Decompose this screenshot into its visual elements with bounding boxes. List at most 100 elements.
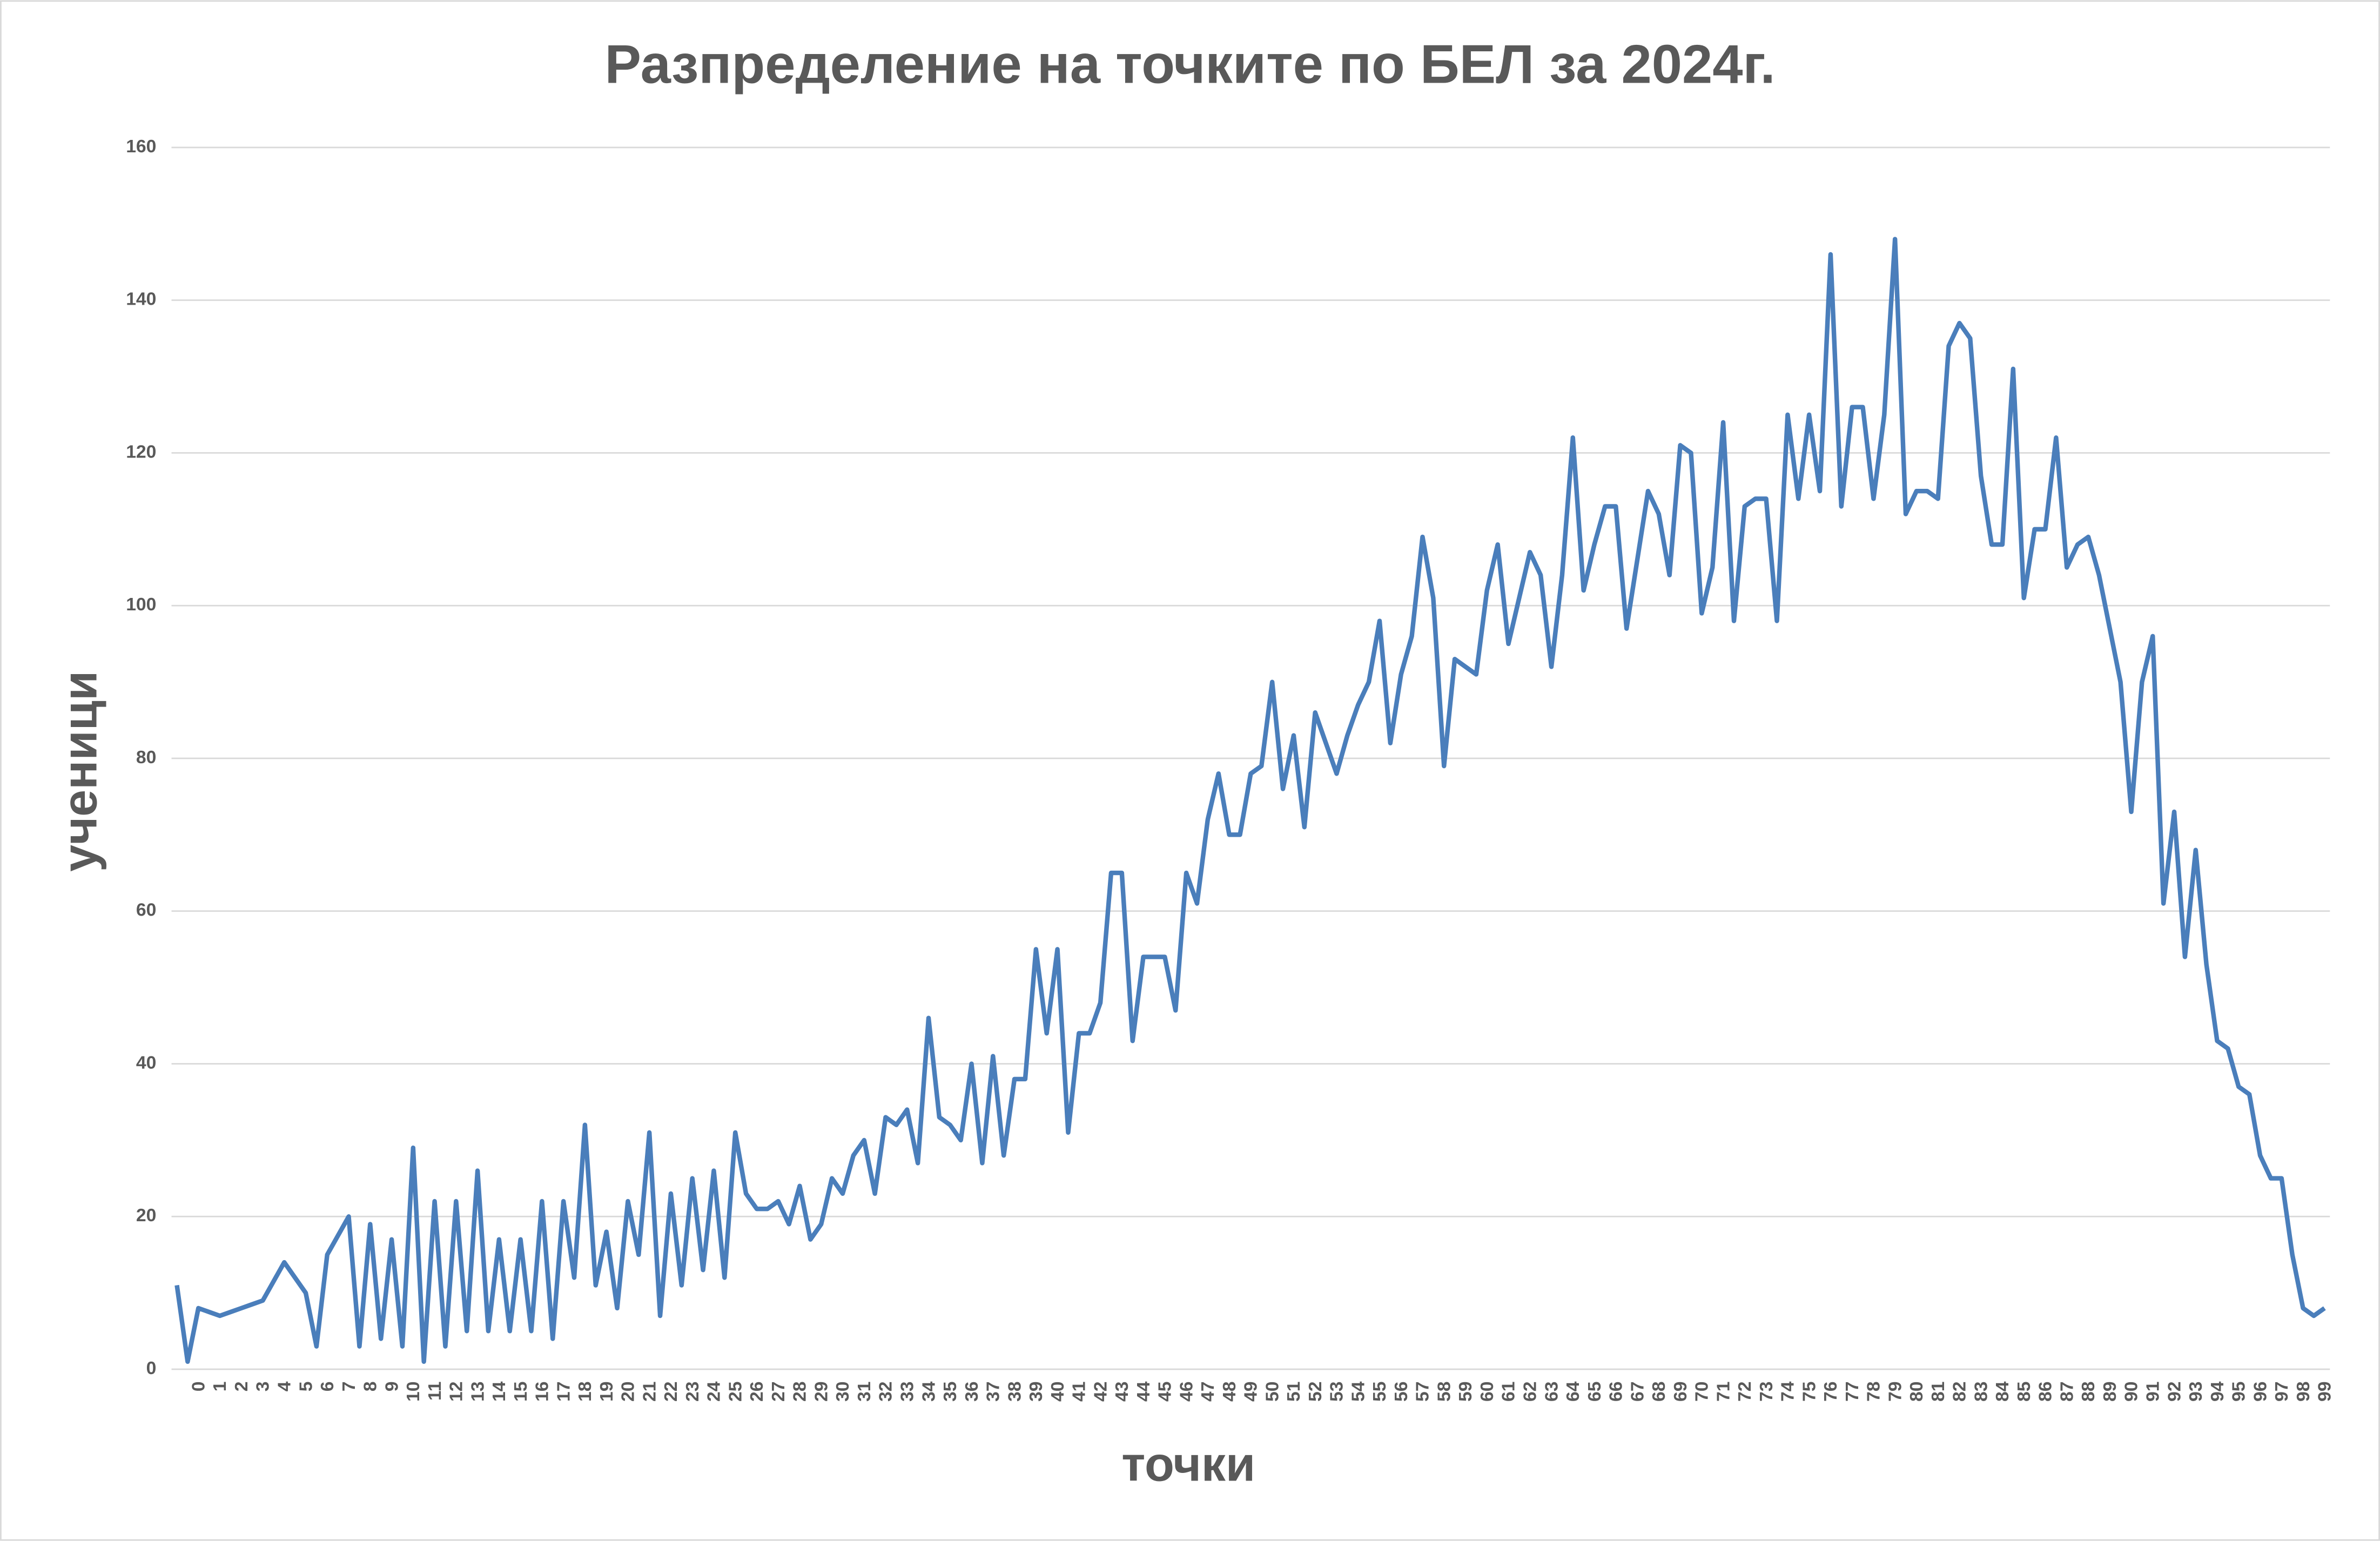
x-tick-label: 97: [2271, 1382, 2292, 1402]
x-tick-label: 44: [1133, 1381, 1154, 1402]
y-tick-label: 60: [136, 900, 157, 920]
x-tick-label: 83: [1971, 1382, 1991, 1402]
x-tick-label: 58: [1434, 1382, 1454, 1402]
y-tick-label: 120: [126, 441, 156, 462]
x-tick-label: 18: [575, 1382, 595, 1402]
x-tick-label: 31: [854, 1382, 875, 1402]
x-tick-label: 20: [618, 1382, 638, 1402]
x-tick-label: 96: [2250, 1382, 2270, 1402]
x-tick-label: 1: [210, 1382, 230, 1392]
x-tick-label: 14: [489, 1381, 509, 1402]
y-tick-label: 20: [136, 1205, 157, 1226]
x-tick-label: 36: [962, 1382, 982, 1402]
x-tick-label: 0: [188, 1382, 209, 1392]
x-tick-label: 88: [2078, 1382, 2099, 1402]
x-tick-label: 93: [2186, 1382, 2206, 1402]
y-tick-label: 40: [136, 1052, 157, 1073]
x-tick-label: 35: [940, 1382, 960, 1402]
x-tick-label: 87: [2056, 1382, 2077, 1402]
x-tick-label: 43: [1112, 1382, 1132, 1402]
x-tick-label: 47: [1198, 1382, 1218, 1402]
x-tick-label: 3: [253, 1382, 273, 1392]
x-tick-label: 77: [1842, 1382, 1863, 1402]
x-tick-label: 92: [2164, 1382, 2184, 1402]
x-tick-label: 9: [381, 1382, 402, 1392]
x-tick-label: 32: [876, 1382, 896, 1402]
chart-title: Разпределение на точките по БЕЛ за 2024г…: [604, 34, 1775, 95]
x-tick-label: 66: [1606, 1382, 1626, 1402]
y-tick-label: 0: [146, 1358, 157, 1378]
x-tick-label: 72: [1734, 1382, 1755, 1402]
x-axis-label: точки: [1121, 1437, 1255, 1491]
x-tick-label: 30: [832, 1382, 853, 1402]
x-tick-label: 59: [1455, 1382, 1476, 1402]
x-tick-label: 63: [1541, 1382, 1562, 1402]
x-tick-label: 8: [360, 1382, 381, 1392]
x-tick-label: 76: [1820, 1382, 1841, 1402]
data-line: [174, 237, 2326, 1364]
x-tick-label: 54: [1348, 1381, 1368, 1402]
x-tick-label: 25: [725, 1382, 745, 1402]
x-tick-label: 53: [1327, 1382, 1347, 1402]
x-tick-label: 64: [1563, 1381, 1583, 1402]
x-tick-label: 94: [2207, 1381, 2228, 1402]
x-tick-label: 4: [274, 1381, 294, 1391]
y-tick-label: 160: [126, 136, 156, 157]
y-tick-label: 140: [126, 289, 156, 309]
x-tick-label: 12: [446, 1382, 467, 1402]
x-tick-label: 16: [532, 1382, 553, 1402]
x-tick-label: 60: [1477, 1382, 1497, 1402]
x-tick-label: 74: [1778, 1381, 1798, 1402]
x-tick-label: 17: [553, 1382, 574, 1402]
x-tick-label: 39: [1026, 1382, 1046, 1402]
x-tick-label: 67: [1627, 1382, 1648, 1402]
x-tick-label: 81: [1928, 1382, 1948, 1402]
x-tick-label: 33: [897, 1382, 917, 1402]
x-tick-label: 6: [317, 1382, 338, 1392]
x-tick-label: 73: [1756, 1382, 1777, 1402]
x-tick-label: 56: [1391, 1382, 1411, 1402]
x-tick-label: 51: [1283, 1382, 1304, 1402]
x-tick-label: 57: [1413, 1382, 1433, 1402]
x-tick-label: 29: [811, 1382, 831, 1402]
y-axis-label: ученици: [53, 671, 107, 872]
x-tick-label: 7: [339, 1382, 359, 1392]
x-tick-label: 42: [1090, 1382, 1111, 1402]
x-tick-label: 15: [510, 1382, 531, 1402]
x-tick-label: 84: [1992, 1381, 2013, 1402]
y-tick-label: 80: [136, 747, 157, 768]
x-tick-label: 95: [2229, 1382, 2249, 1402]
x-tick-label: 90: [2121, 1382, 2142, 1402]
x-tick-label: 69: [1670, 1382, 1691, 1402]
x-tick-label: 13: [467, 1382, 488, 1402]
x-tick-label: 24: [704, 1381, 724, 1402]
x-tick-label: 91: [2143, 1382, 2163, 1402]
y-tick-label: 100: [126, 594, 156, 615]
x-tick-label: 99: [2315, 1382, 2335, 1402]
x-tick-label: 49: [1241, 1382, 1261, 1402]
x-tick-label: 70: [1692, 1382, 1712, 1402]
x-tick-label: 62: [1520, 1382, 1541, 1402]
x-tick-label: 40: [1047, 1382, 1068, 1402]
x-tick-label: 28: [790, 1382, 810, 1402]
x-tick-label: 82: [1949, 1382, 1970, 1402]
x-tick-label: 68: [1649, 1382, 1669, 1402]
x-tick-label: 41: [1069, 1382, 1090, 1402]
x-tick-label: 78: [1864, 1382, 1884, 1402]
x-tick-label: 80: [1906, 1382, 1927, 1402]
x-tick-label: 79: [1885, 1382, 1905, 1402]
x-tick-label: 38: [1004, 1382, 1025, 1402]
x-tick-label: 85: [2014, 1382, 2034, 1402]
x-tick-label: 46: [1176, 1382, 1196, 1402]
x-tick-label: 37: [983, 1382, 1004, 1402]
x-tick-label: 86: [2035, 1382, 2056, 1402]
x-tick-label: 21: [639, 1382, 660, 1402]
x-tick-label: 27: [768, 1382, 789, 1402]
x-tick-label: 55: [1369, 1382, 1390, 1402]
x-tick-label: 19: [596, 1382, 617, 1402]
x-tick-label: 65: [1584, 1382, 1605, 1402]
x-tick-label: 10: [403, 1382, 423, 1402]
x-tick-label: 50: [1262, 1382, 1282, 1402]
x-tick-label: 89: [2100, 1382, 2120, 1402]
